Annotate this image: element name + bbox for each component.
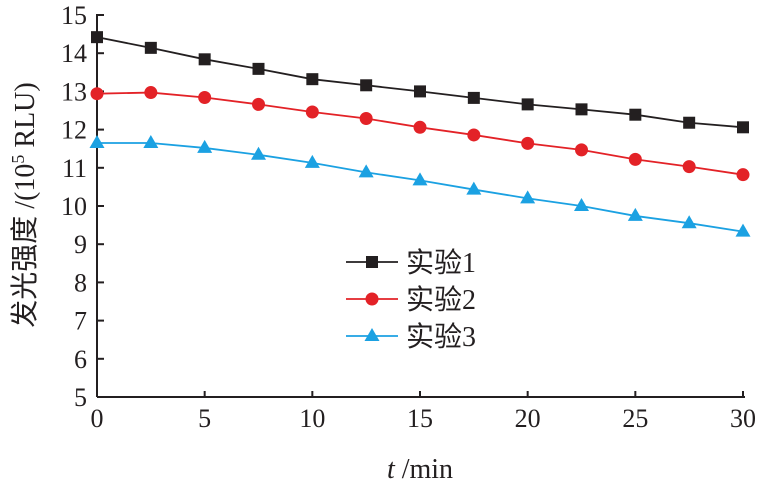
data-point	[144, 41, 157, 54]
x-tick-label: 5	[198, 404, 211, 433]
y-tick-label: 14	[61, 39, 87, 68]
data-point	[575, 143, 588, 157]
data-point	[575, 103, 588, 116]
y-tick-label: 13	[61, 77, 87, 106]
data-point	[90, 87, 104, 101]
series-line-3	[97, 142, 744, 233]
data-point	[89, 134, 105, 148]
data-point	[360, 79, 373, 92]
series-group	[89, 31, 751, 237]
x-axis-label: t /min	[387, 454, 453, 484]
legend-label: 实验1	[406, 247, 476, 279]
series-line-1	[96, 36, 744, 129]
data-point	[521, 98, 534, 111]
data-point	[629, 108, 642, 121]
legend-marker	[365, 292, 379, 306]
data-point	[466, 181, 482, 195]
x-tick-label: 15	[407, 404, 433, 433]
data-point	[143, 134, 159, 148]
data-point	[306, 73, 319, 86]
data-point	[91, 31, 103, 44]
data-point	[358, 164, 374, 178]
y-tick-label: 7	[74, 307, 87, 336]
data-point	[359, 112, 373, 126]
data-point	[627, 207, 643, 221]
y-tick-label: 6	[74, 345, 87, 374]
legend-label: 实验2	[406, 284, 476, 316]
y-tick-label: 8	[74, 268, 87, 297]
y-tick-label: 15	[61, 1, 87, 30]
data-point	[735, 223, 751, 237]
data-point	[414, 85, 426, 98]
data-point	[682, 160, 696, 174]
data-point	[197, 139, 213, 153]
data-point	[412, 172, 428, 186]
y-tick-label: 10	[61, 192, 87, 221]
data-point	[737, 121, 749, 134]
data-point	[251, 146, 266, 160]
x-tick-label: 20	[515, 404, 541, 433]
data-point	[628, 152, 642, 166]
series-2	[90, 86, 750, 182]
series-3	[89, 134, 751, 237]
data-point	[681, 215, 697, 229]
legend-marker	[366, 256, 378, 268]
data-point	[520, 190, 536, 204]
legend: 实验1 实验2 实验3	[346, 247, 476, 353]
y-tick-label: 11	[62, 154, 87, 183]
x-tick-label: 10	[299, 404, 325, 433]
data-point	[252, 62, 265, 75]
x-tick-label: 0	[91, 404, 104, 433]
data-point	[144, 86, 158, 100]
y-axis-label: 发光强度 /(105 RLU)	[8, 82, 41, 327]
data-point	[683, 116, 696, 129]
data-point	[198, 53, 211, 66]
y-tick-label: 9	[74, 230, 87, 259]
y-tick-label: 5	[74, 383, 87, 412]
series-1	[91, 31, 749, 134]
data-point	[198, 91, 212, 105]
data-point	[305, 105, 319, 119]
x-tick-label: 25	[622, 404, 648, 433]
legend-label: 实验3	[406, 321, 476, 353]
legend-marker	[364, 328, 380, 341]
data-point	[736, 168, 750, 182]
data-point	[467, 128, 481, 142]
y-tick-label: 12	[61, 116, 87, 145]
data-point	[574, 198, 589, 211]
data-point	[467, 91, 480, 104]
data-point	[252, 97, 265, 111]
x-tick-label: 30	[730, 404, 756, 433]
data-point	[521, 136, 535, 150]
data-point	[413, 120, 427, 134]
data-point	[304, 154, 320, 168]
